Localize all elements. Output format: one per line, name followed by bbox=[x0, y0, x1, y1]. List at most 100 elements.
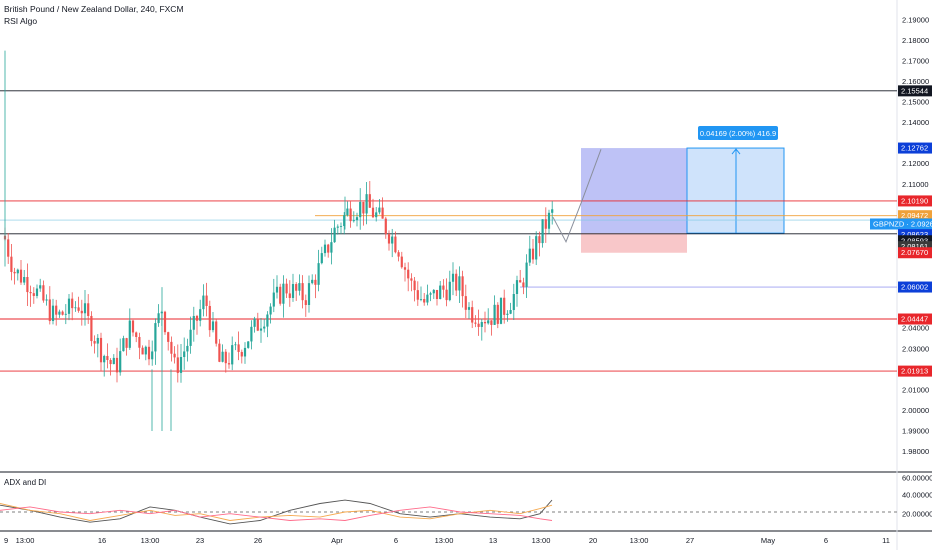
candle-body bbox=[323, 244, 327, 254]
candle-body bbox=[288, 293, 291, 298]
subpane-tick: 40.00000 bbox=[902, 491, 932, 500]
price-tick: 2.04000 bbox=[902, 324, 929, 333]
price-badge-text: 2.08161 bbox=[901, 242, 928, 251]
time-tick: 13 bbox=[489, 536, 497, 545]
price-tick: 2.03000 bbox=[902, 344, 929, 353]
price-tick: 2.15000 bbox=[902, 98, 929, 107]
candle-body bbox=[499, 297, 503, 324]
time-tick: 13:00 bbox=[16, 536, 35, 545]
candle-body bbox=[426, 294, 429, 303]
di-plus-line bbox=[0, 503, 553, 521]
candle-body bbox=[359, 201, 362, 218]
candle-body bbox=[29, 292, 32, 294]
candle-body bbox=[26, 277, 29, 293]
candle-body bbox=[506, 313, 509, 315]
candle-body bbox=[147, 346, 151, 360]
time-tick: 26 bbox=[254, 536, 262, 545]
candle-body bbox=[333, 227, 336, 243]
candle-body bbox=[183, 351, 186, 358]
candle-body bbox=[234, 344, 237, 346]
candle-body bbox=[19, 269, 23, 283]
candle-body bbox=[483, 322, 487, 324]
time-tick: 13:00 bbox=[630, 536, 649, 545]
candle-body bbox=[90, 315, 93, 342]
candle-body bbox=[48, 299, 51, 322]
time-tick: 27 bbox=[686, 536, 694, 545]
time-tick: 6 bbox=[394, 536, 398, 545]
candle-body bbox=[51, 305, 55, 322]
target-zone bbox=[581, 148, 687, 234]
candle-body bbox=[471, 307, 474, 323]
candle-body bbox=[170, 341, 173, 354]
price-badge bbox=[898, 142, 932, 154]
candle-body bbox=[253, 318, 256, 327]
candle-body bbox=[154, 323, 157, 352]
candle-body bbox=[330, 242, 333, 253]
candle-body bbox=[419, 299, 423, 300]
candle-body bbox=[314, 279, 317, 285]
candle-body bbox=[243, 347, 247, 357]
candle-body bbox=[259, 328, 263, 331]
candle-body bbox=[307, 283, 311, 305]
candle-body bbox=[509, 310, 512, 314]
candle-body bbox=[83, 303, 87, 314]
candle-body bbox=[240, 351, 243, 357]
candle-body bbox=[474, 322, 477, 324]
position-zones: 0.04169 (2.00%) 416.9 bbox=[581, 126, 785, 253]
candle-body bbox=[304, 300, 307, 305]
candle-body bbox=[208, 305, 211, 331]
time-tick: 23 bbox=[196, 536, 204, 545]
candle-body bbox=[74, 307, 77, 309]
price-tick: 2.16000 bbox=[902, 77, 929, 86]
candle-body bbox=[375, 212, 378, 218]
candle-body bbox=[231, 345, 234, 365]
candle-body bbox=[202, 295, 205, 310]
candle-body bbox=[384, 218, 387, 235]
candle-body bbox=[61, 311, 64, 315]
time-tick: 9 bbox=[4, 536, 8, 545]
candle-body bbox=[423, 299, 426, 303]
price-tick: 2.12000 bbox=[902, 159, 929, 168]
candle-body bbox=[525, 262, 528, 287]
candle-body bbox=[413, 280, 416, 291]
candle-body bbox=[115, 357, 119, 373]
time-tick: 13:00 bbox=[435, 536, 454, 545]
candle-body bbox=[317, 263, 320, 285]
price-badge bbox=[898, 313, 932, 325]
candle-body bbox=[7, 239, 10, 257]
subpane-label: ADX and DI bbox=[4, 478, 47, 487]
candle-body bbox=[119, 351, 122, 373]
candle-body bbox=[167, 332, 170, 342]
candle-body bbox=[435, 289, 439, 299]
candle-body bbox=[544, 219, 547, 229]
chart-title: British Pound / New Zealand Dollar, 240,… bbox=[4, 4, 184, 14]
candle-body bbox=[346, 208, 349, 216]
projection-line bbox=[552, 149, 602, 244]
candle-body bbox=[547, 212, 551, 229]
candle-body bbox=[275, 286, 279, 293]
candle-body bbox=[195, 315, 199, 321]
candle-body bbox=[528, 248, 531, 263]
time-tick: Apr bbox=[331, 536, 343, 545]
candle-body bbox=[173, 353, 176, 358]
candle-body bbox=[295, 284, 298, 291]
candle-body bbox=[355, 217, 359, 221]
last-price-label: GBPNZD · 2.09263 bbox=[873, 219, 932, 228]
candle-body bbox=[458, 276, 461, 291]
candle-body bbox=[368, 194, 371, 208]
price-tick: 2.00000 bbox=[902, 406, 929, 415]
indicator-name: RSI Algo bbox=[4, 16, 38, 26]
candle-body bbox=[397, 252, 400, 257]
price-tick: 1.99000 bbox=[902, 427, 929, 436]
price-tick: 2.14000 bbox=[902, 118, 929, 127]
candle-body bbox=[343, 215, 346, 227]
price-tick: 2.18000 bbox=[902, 36, 929, 45]
price-levels bbox=[0, 90, 897, 372]
candle-body bbox=[362, 201, 365, 214]
candle-body bbox=[151, 351, 154, 360]
price-badge bbox=[898, 235, 932, 247]
candle-body bbox=[16, 269, 19, 274]
candle-body bbox=[157, 313, 160, 324]
candle-body bbox=[349, 208, 352, 222]
